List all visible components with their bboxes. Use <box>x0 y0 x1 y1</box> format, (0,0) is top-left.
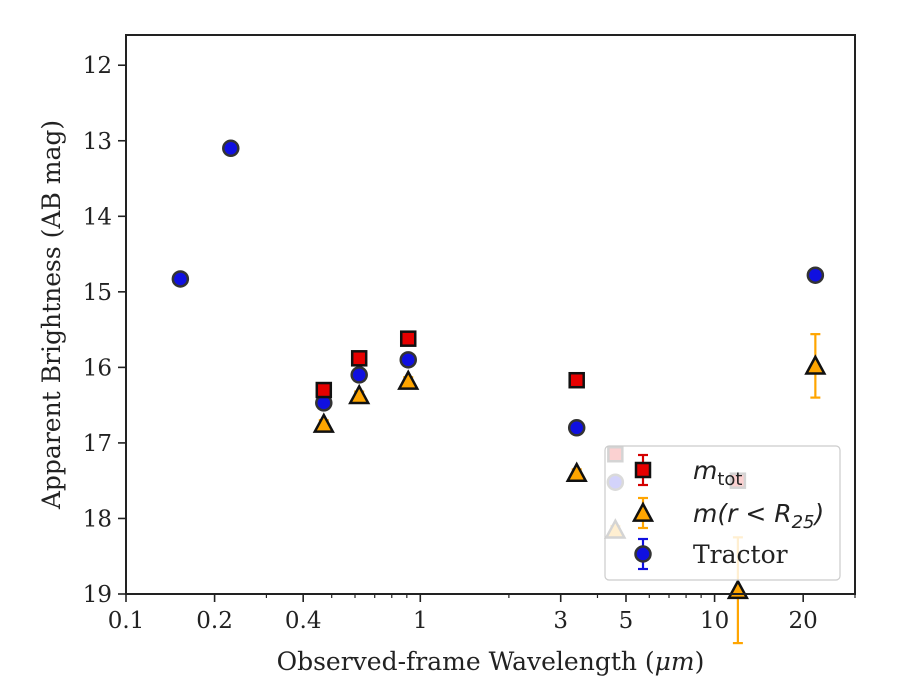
data-point <box>222 139 240 158</box>
legend-entry: mtot <box>634 453 743 490</box>
data-point <box>348 383 371 405</box>
data-point <box>806 266 825 284</box>
data-point <box>315 381 333 399</box>
y-tick-label: 19 <box>83 582 112 608</box>
data-point <box>804 354 827 375</box>
x-tick-label: 3 <box>553 608 568 634</box>
data-point <box>726 578 749 600</box>
x-tick-label: 20 <box>789 608 818 634</box>
legend: mtot m(r < R25) Tractor <box>604 445 841 581</box>
legend-entry: m(r < R25) <box>631 496 824 533</box>
x-tick-label: 10 <box>700 608 729 634</box>
series-circle <box>171 139 825 491</box>
x-tick-label: 0.1 <box>108 608 145 634</box>
legend-marker <box>634 461 652 479</box>
data-point <box>350 366 368 384</box>
data-point <box>568 371 585 389</box>
legend-marker <box>631 501 655 522</box>
plot-frame <box>125 34 856 595</box>
x-tick-label: 5 <box>619 608 634 634</box>
x-tick-label: 0.4 <box>285 608 322 634</box>
data-point <box>397 369 420 390</box>
y-tick-label: 18 <box>83 506 112 532</box>
x-axis-label: Observed-frame Wavelength (μm) <box>277 647 705 676</box>
y-tick-label: 16 <box>83 355 112 381</box>
legend-marker <box>634 545 652 563</box>
y-tick-label: 14 <box>83 204 112 230</box>
data-marks <box>171 139 827 645</box>
y-tick-label: 15 <box>83 280 112 306</box>
legend-entry: Tractor <box>634 537 788 571</box>
data-point <box>171 270 190 288</box>
legend-label: Tractor <box>693 540 788 569</box>
legend-label: m(r < R25) <box>693 499 824 533</box>
y-axis-label: Apparent Brightness (AB mag) <box>37 120 66 510</box>
data-point <box>565 461 588 483</box>
data-point <box>312 412 335 433</box>
legend-label: mtot <box>693 456 743 490</box>
data-point <box>350 350 368 367</box>
y-tick-label: 13 <box>83 129 112 155</box>
legend-box <box>604 445 841 581</box>
data-point <box>399 351 417 369</box>
x-tick-label: 1 <box>413 608 428 634</box>
y-tick-label: 12 <box>83 53 112 79</box>
x-tick-label: 0.2 <box>196 608 233 634</box>
y-tick-label: 17 <box>83 431 112 457</box>
data-point <box>567 419 586 437</box>
data-point <box>399 330 417 347</box>
